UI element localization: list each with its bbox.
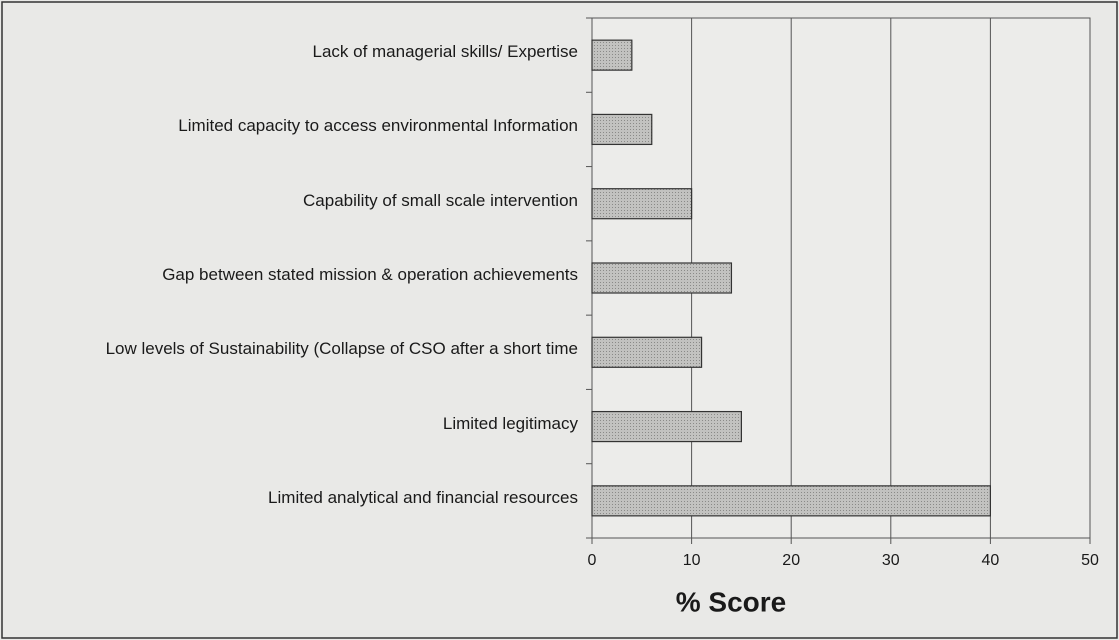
bar [591,39,633,71]
x-tick-label: 40 [982,552,1000,569]
bar [591,485,991,517]
bar [591,188,693,220]
bar [591,410,742,443]
x-axis-title: % Score [676,586,787,617]
y-tick-label: Capability of small scale intervention [303,190,578,210]
y-tick-label: Gap between stated mission & operation a… [162,265,578,284]
y-tick-label: Limited legitimacy [442,413,578,433]
bar [591,113,653,146]
y-tick-label: Lack of managerial skills/ Expertise [312,42,578,62]
y-tick-label: Limited capacity to access environmental… [178,116,578,136]
bar [591,336,703,368]
x-tick-label: 20 [782,552,800,569]
x-tick-label: 50 [1081,552,1099,569]
x-tick-label: 0 [588,552,597,569]
x-tick-label: 30 [882,552,900,569]
y-tick-label: Low levels of Sustainability (Collapse o… [105,339,578,359]
bar [591,262,733,294]
x-tick-label: 10 [683,552,701,569]
y-tick-label: Limited analytical and financial resourc… [268,487,578,507]
